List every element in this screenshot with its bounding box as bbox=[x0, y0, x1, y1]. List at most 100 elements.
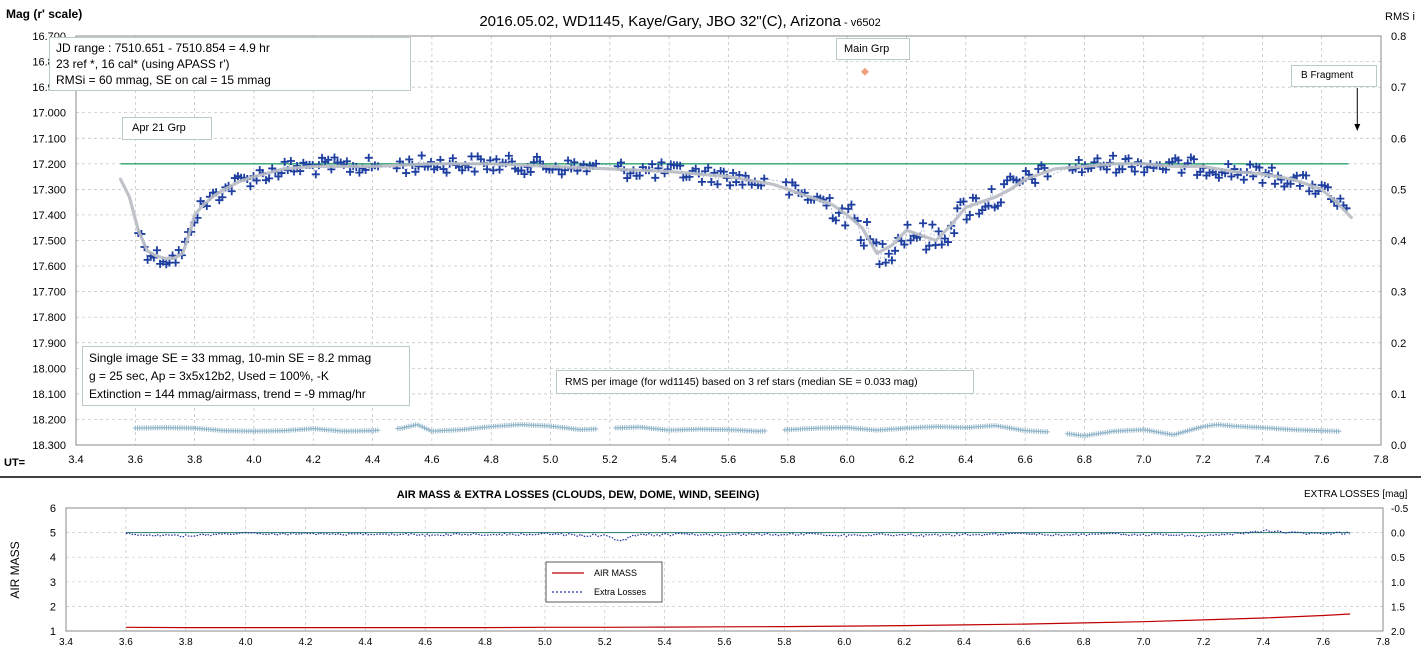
data-point bbox=[881, 258, 890, 267]
plot-frame bbox=[65, 507, 1384, 632]
data-point bbox=[324, 155, 333, 164]
y2-tick-label: 2.0 bbox=[1391, 627, 1405, 638]
data-point bbox=[919, 219, 928, 228]
data-point bbox=[520, 170, 529, 179]
rms-mark bbox=[1178, 430, 1184, 436]
data-point bbox=[676, 161, 685, 170]
data-point bbox=[738, 180, 747, 189]
data-point bbox=[1227, 172, 1236, 181]
data-point bbox=[891, 246, 900, 255]
rms-mark bbox=[1198, 424, 1204, 430]
airmass-y-label: AIR MASS bbox=[8, 541, 22, 598]
data-point bbox=[697, 177, 706, 186]
y-tick-label: 18.000 bbox=[32, 363, 66, 375]
b-fragment-label: B Fragment bbox=[1291, 65, 1377, 87]
info-line: RMSi = 60 mmag, SE on cal = 15 mmag bbox=[56, 73, 271, 87]
y-tick-label: 17.500 bbox=[32, 236, 66, 248]
y-tick-label: 1 bbox=[50, 626, 56, 638]
data-point bbox=[1258, 178, 1267, 187]
x-tick-label: 5.6 bbox=[721, 454, 736, 466]
data-point bbox=[526, 167, 535, 176]
x-tick-label: 4.2 bbox=[299, 637, 313, 648]
data-point bbox=[495, 165, 504, 174]
x-tick-label: 4.6 bbox=[418, 637, 432, 648]
data-point bbox=[1177, 168, 1186, 177]
data-point bbox=[648, 160, 657, 169]
rms-mark bbox=[1173, 431, 1179, 437]
data-point bbox=[1102, 165, 1111, 174]
plot-frame bbox=[75, 35, 1382, 446]
data-point bbox=[987, 185, 996, 194]
rms-mark bbox=[419, 424, 425, 430]
rms-mark bbox=[1044, 429, 1050, 435]
rms-mark bbox=[1191, 426, 1197, 432]
data-point bbox=[492, 155, 501, 164]
x-tick-label: 3.4 bbox=[59, 637, 73, 648]
data-point bbox=[791, 181, 800, 190]
x-tick-label: 5.2 bbox=[602, 454, 617, 466]
data-point bbox=[252, 176, 261, 185]
y-tick-label: 17.800 bbox=[32, 312, 66, 324]
x-tick-label: 5.4 bbox=[662, 454, 677, 466]
smooth-curve bbox=[118, 162, 1353, 260]
data-point bbox=[218, 193, 227, 202]
data-point bbox=[265, 174, 274, 183]
x-tick-label: 7.0 bbox=[1136, 454, 1151, 466]
data-point bbox=[1286, 179, 1295, 188]
data-point bbox=[402, 169, 411, 178]
data-point bbox=[872, 238, 881, 247]
rms-mark bbox=[1180, 429, 1186, 435]
info-line: Single image SE = 33 mmag, 10-min SE = 8… bbox=[89, 351, 372, 365]
x-tick-label: 6.8 bbox=[1077, 637, 1091, 648]
data-point bbox=[1302, 171, 1311, 180]
x-tick-label: 4.4 bbox=[365, 454, 380, 466]
y2-tick-label: 0.7 bbox=[1391, 82, 1406, 94]
data-point bbox=[965, 211, 974, 220]
x-tick-label: 3.6 bbox=[119, 637, 133, 648]
info-line: Extinction = 144 mmag/airmass, trend = -… bbox=[89, 387, 366, 401]
data-point bbox=[878, 239, 887, 248]
data-point bbox=[1124, 154, 1133, 163]
data-point bbox=[847, 200, 856, 209]
data-point bbox=[900, 240, 909, 249]
rms-mark bbox=[404, 424, 410, 430]
data-point bbox=[1224, 160, 1233, 169]
rms-mark bbox=[1196, 425, 1202, 431]
data-point bbox=[616, 158, 625, 167]
y-tick-label: 2 bbox=[50, 601, 56, 613]
data-point bbox=[785, 190, 794, 199]
data-point bbox=[937, 240, 946, 249]
x-tick-label: 6.4 bbox=[958, 454, 973, 466]
data-point bbox=[442, 168, 451, 177]
data-point bbox=[984, 201, 993, 210]
data-point bbox=[570, 158, 579, 167]
x-tick-label: 5.8 bbox=[780, 454, 795, 466]
x-tick-label: 4.8 bbox=[484, 454, 499, 466]
y-tick-label: 18.200 bbox=[32, 414, 66, 426]
x-tick-label: 6.6 bbox=[1017, 454, 1032, 466]
x-tick-label: 3.8 bbox=[179, 637, 193, 648]
y2-tick-label: 0.2 bbox=[1391, 338, 1406, 350]
info-line: JD range : 7510.651 - 7510.854 = 4.9 hr bbox=[56, 41, 270, 55]
data-point bbox=[483, 165, 492, 174]
data-point bbox=[903, 220, 912, 229]
y2-axis-label: RMS i bbox=[1385, 11, 1415, 23]
data-point bbox=[1323, 183, 1332, 192]
rms-mark bbox=[1184, 428, 1190, 434]
data-point bbox=[928, 220, 937, 229]
y2-tick-label: 0.3 bbox=[1391, 287, 1406, 299]
y2-tick-label: 0.4 bbox=[1391, 236, 1406, 248]
data-point bbox=[1267, 163, 1276, 172]
data-point bbox=[1040, 164, 1049, 173]
x-tick-label: 7.6 bbox=[1314, 454, 1329, 466]
rms-mark bbox=[406, 424, 412, 430]
data-point bbox=[906, 236, 915, 245]
data-point bbox=[859, 241, 868, 250]
data-point bbox=[863, 218, 872, 227]
y-axis-label: Mag (r' scale) bbox=[6, 7, 82, 21]
y-tick-label: 17.300 bbox=[32, 184, 66, 196]
rms-mark bbox=[1182, 429, 1188, 435]
x-tick-label: 6.0 bbox=[837, 637, 851, 648]
y-tick-label: 5 bbox=[50, 528, 56, 540]
rms-mark bbox=[408, 423, 414, 429]
